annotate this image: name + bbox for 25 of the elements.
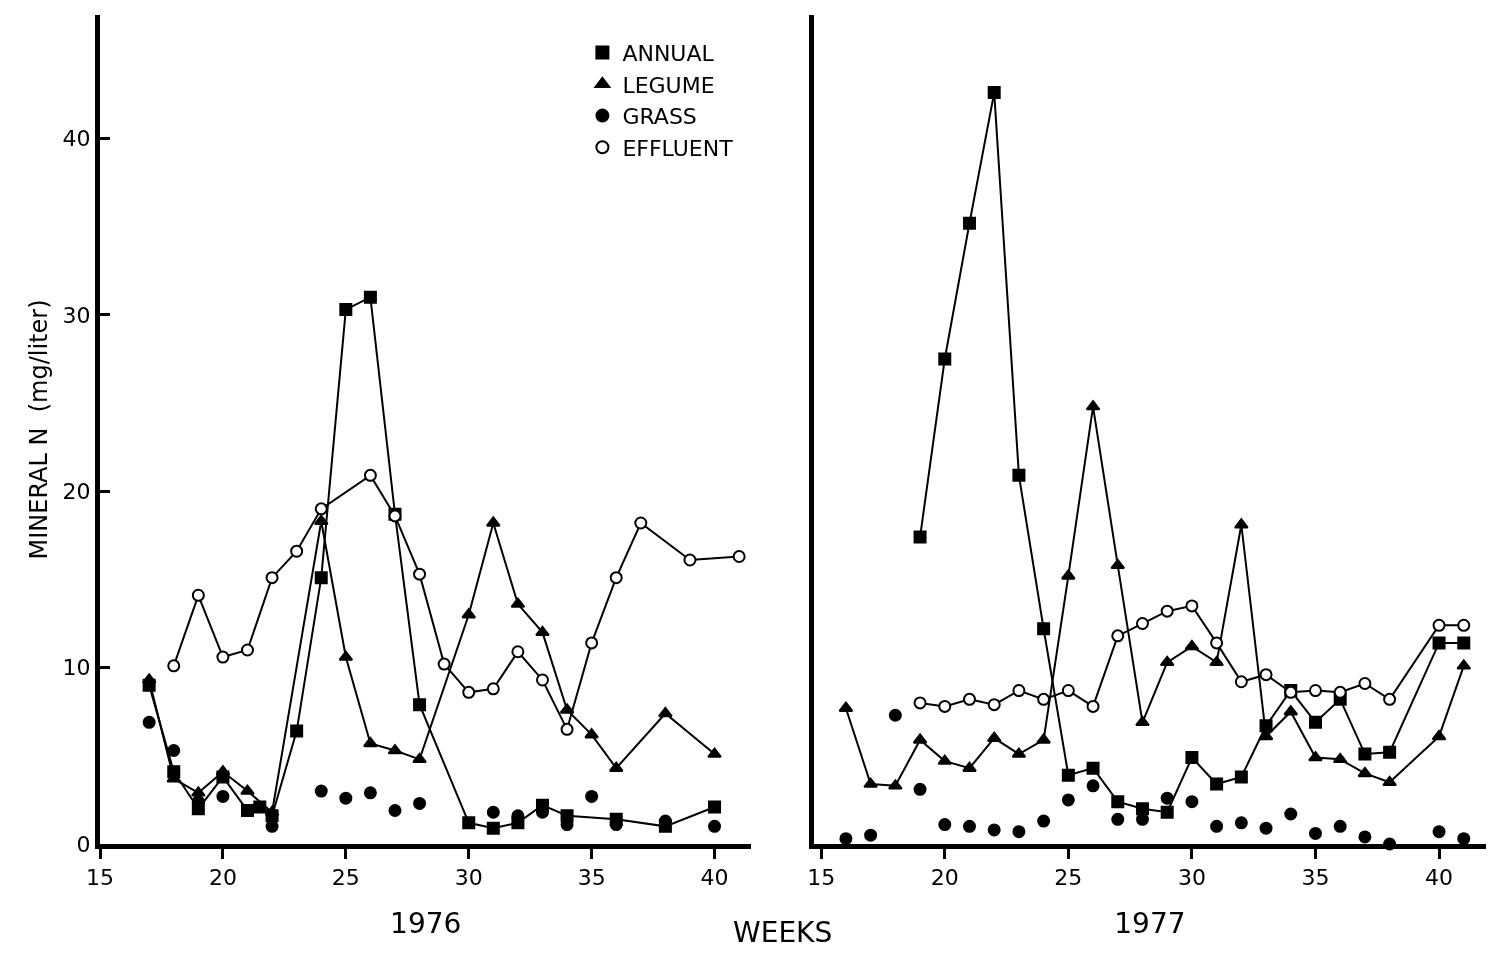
x-tick-label: 15 <box>86 865 114 891</box>
x-axis-title: 1976 <box>390 906 462 940</box>
x-tick-label: 25 <box>1054 865 1083 891</box>
x-tick-label: 40 <box>700 865 729 891</box>
legend-label: ANNUAL <box>622 40 715 66</box>
x-tick-label: 15 <box>807 865 836 891</box>
x-tick-label: 40 <box>1425 865 1454 891</box>
y-axis-title: MINERAL N (mg/liter) <box>24 299 53 560</box>
y-tick-label: 30 <box>62 302 91 328</box>
x-tick-label: 25 <box>331 865 360 891</box>
x-tick-label: 35 <box>1301 865 1330 891</box>
y-tick-label: 10 <box>62 655 91 681</box>
x-tick-label: 30 <box>1177 865 1206 891</box>
y-tick-label: 0 <box>76 831 91 857</box>
x-tick-label: 30 <box>454 865 483 891</box>
y-tick-label: 40 <box>62 126 91 152</box>
x-tick-label: 35 <box>577 865 606 891</box>
legend-label: LEGUME <box>622 72 715 98</box>
legend-label: GRASS <box>622 104 697 130</box>
legend-label: EFFLUENT <box>622 135 734 161</box>
text: WEEKS <box>733 916 833 949</box>
x-tick-label: 20 <box>208 865 237 891</box>
y-tick-label: 20 <box>62 478 91 504</box>
x-tick-label: 20 <box>930 865 959 891</box>
x-axis-title: 1977 <box>1114 906 1186 940</box>
